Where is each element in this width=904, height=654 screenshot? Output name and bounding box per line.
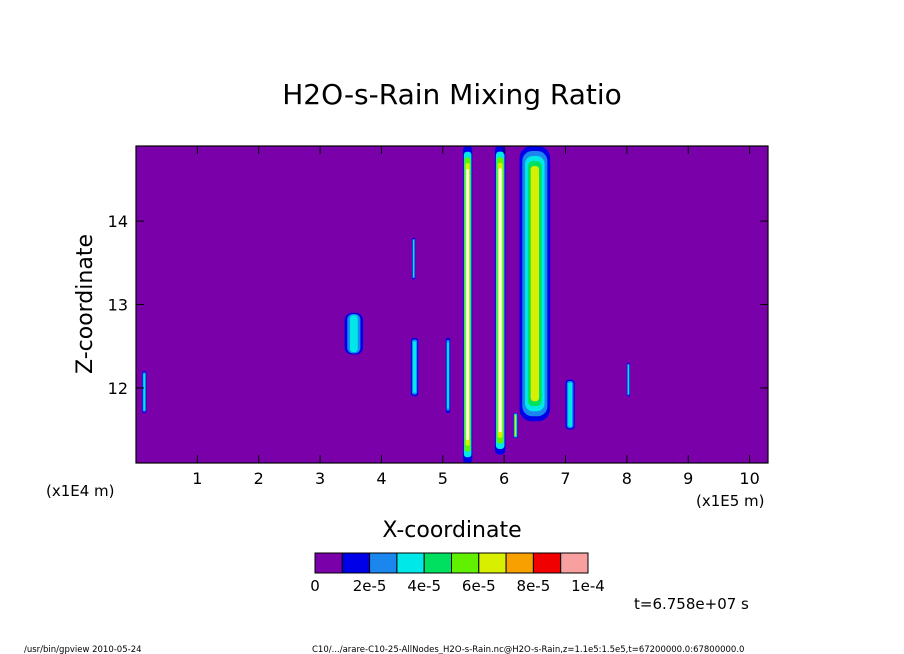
- plot-background: [136, 146, 768, 463]
- x-tick-label: 5: [438, 469, 448, 488]
- rain-feature-level: [628, 365, 629, 395]
- y-axis-label: Z-coordinate: [73, 234, 98, 374]
- colorbar-swatch: [315, 553, 342, 573]
- rain-feature: [513, 413, 517, 438]
- footer-left: /usr/bin/gpview 2010-05-24: [24, 645, 142, 654]
- x-tick-label: 9: [683, 469, 693, 488]
- colorbar-tick-label: 4e-5: [407, 577, 441, 595]
- colorbar-swatch: [561, 553, 588, 573]
- y-scale-label: (x1E4 m): [46, 482, 115, 500]
- x-tick-label: 2: [254, 469, 264, 488]
- colorbar-swatch: [452, 553, 479, 573]
- rain-feature-level: [350, 315, 358, 352]
- rain-feature: [566, 380, 575, 430]
- rain-feature: [463, 146, 472, 463]
- rain-feature: [446, 338, 450, 413]
- y-tick-label: 12: [108, 379, 128, 398]
- rain-feature: [495, 146, 505, 455]
- rain-feature-level: [568, 382, 572, 426]
- colorbar-swatch: [506, 553, 533, 573]
- rain-feature: [412, 238, 415, 280]
- time-label: t=6.758e+07 s: [634, 595, 749, 613]
- colorbar-swatch: [424, 553, 451, 573]
- colorbar: [315, 553, 588, 573]
- colorbar-tick-label: 2e-5: [353, 577, 387, 595]
- x-tick-label: 10: [739, 469, 759, 488]
- colorbar-swatch: [479, 553, 506, 573]
- x-axis-label: X-coordinate: [382, 518, 521, 543]
- rain-feature: [411, 338, 418, 396]
- x-scale-label: (x1E5 m): [696, 492, 765, 510]
- chart-title: H2O-s-Rain Mixing Ratio: [282, 78, 622, 111]
- colorbar-tick-label: 1e-4: [571, 577, 605, 595]
- rain-feature: [519, 146, 550, 421]
- x-tick-label: 8: [622, 469, 632, 488]
- rain-feature-level: [531, 166, 539, 401]
- rain-feature-level: [413, 341, 416, 393]
- rain-feature-level: [413, 240, 414, 277]
- rain-feature-level: [143, 374, 145, 411]
- x-tick-label: 1: [192, 469, 202, 488]
- footer-right: C10/.../arare-C10-25-AllNodes_H2O-s-Rain…: [312, 645, 744, 654]
- rain-feature-level: [499, 168, 502, 432]
- y-tick-label: 14: [108, 212, 128, 231]
- rain-feature: [345, 313, 363, 355]
- x-tick-label: 7: [560, 469, 570, 488]
- colorbar-swatch: [397, 553, 424, 573]
- colorbar-labels: 0 2e-5 4e-5 6e-5 8e-5 1e-4: [310, 577, 605, 595]
- rain-feature-level: [447, 342, 449, 408]
- x-tick-label: 4: [376, 469, 386, 488]
- rain-feature: [142, 371, 146, 413]
- rain-feature: [627, 363, 630, 396]
- colorbar-tick-label: 0: [310, 577, 320, 595]
- rain-feature-level: [466, 169, 469, 440]
- colorbar-swatch: [370, 553, 397, 573]
- y-tick-label: 13: [108, 296, 128, 315]
- colorbar-tick-label: 8e-5: [517, 577, 551, 595]
- colorbar-swatch: [533, 553, 560, 573]
- rain-feature-level: [515, 415, 516, 436]
- x-tick-label: 3: [315, 469, 325, 488]
- x-tick-label: 6: [499, 469, 509, 488]
- colorbar-swatch: [342, 553, 369, 573]
- colorbar-tick-label: 6e-5: [462, 577, 496, 595]
